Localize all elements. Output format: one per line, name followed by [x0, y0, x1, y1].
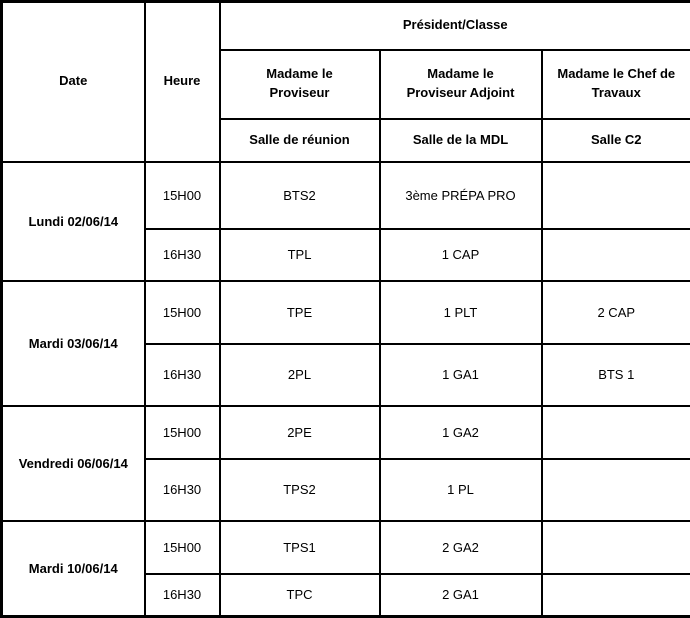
col-header-heure: Heure: [145, 2, 220, 162]
heure-cell: 15H00: [145, 162, 220, 229]
date-cell: Mardi 03/06/14: [2, 281, 145, 406]
class-cell: 1 GA1: [380, 344, 542, 406]
class-cell: [542, 406, 690, 459]
class-cell: 2 CAP: [542, 281, 690, 344]
class-cell: 2 GA1: [380, 574, 542, 617]
heure-cell: 16H30: [145, 459, 220, 521]
col-header-date: Date: [2, 2, 145, 162]
heure-cell: 16H30: [145, 229, 220, 281]
class-cell: [542, 521, 690, 574]
heure-cell: 15H00: [145, 521, 220, 574]
date-cell: Vendredi 06/06/14: [2, 406, 145, 521]
class-cell: 1 PL: [380, 459, 542, 521]
class-cell: TPS1: [220, 521, 380, 574]
date-cell: Mardi 10/06/14: [2, 521, 145, 617]
col-header-chef-de-travaux: Madame le Chef de Travaux: [542, 50, 690, 119]
col-header-proviseur: Madame le Proviseur: [220, 50, 380, 119]
class-cell: 2 GA2: [380, 521, 542, 574]
class-cell: [542, 229, 690, 281]
class-cell: TPL: [220, 229, 380, 281]
class-cell: [542, 459, 690, 521]
col-header-salle-mdl: Salle de la MDL: [380, 119, 542, 162]
col-header-president-classe: Président/Classe: [220, 2, 690, 50]
heure-cell: 16H30: [145, 344, 220, 406]
heure-cell: 15H00: [145, 281, 220, 344]
heure-cell: 16H30: [145, 574, 220, 617]
class-cell: TPC: [220, 574, 380, 617]
class-cell: TPE: [220, 281, 380, 344]
class-cell: 2PL: [220, 344, 380, 406]
class-cell: 1 CAP: [380, 229, 542, 281]
class-cell: BTS2: [220, 162, 380, 229]
class-cell: 2PE: [220, 406, 380, 459]
class-cell: 1 PLT: [380, 281, 542, 344]
class-cell: 3ème PRÉPA PRO: [380, 162, 542, 229]
class-cell: TPS2: [220, 459, 380, 521]
col-header-salle-reunion: Salle de réunion: [220, 119, 380, 162]
schedule-table-header: Date Heure Président/Classe Madame le Pr…: [2, 2, 690, 162]
class-cell: [542, 162, 690, 229]
header-row-president: Date Heure Président/Classe: [2, 2, 690, 50]
col-header-salle-c2: Salle C2: [542, 119, 690, 162]
heure-cell: 15H00: [145, 406, 220, 459]
class-cell: 1 GA2: [380, 406, 542, 459]
class-cell: [542, 574, 690, 617]
class-cell: BTS 1: [542, 344, 690, 406]
date-cell: Lundi 02/06/14: [2, 162, 145, 281]
col-header-proviseur-adjoint: Madame le Proviseur Adjoint: [380, 50, 542, 119]
